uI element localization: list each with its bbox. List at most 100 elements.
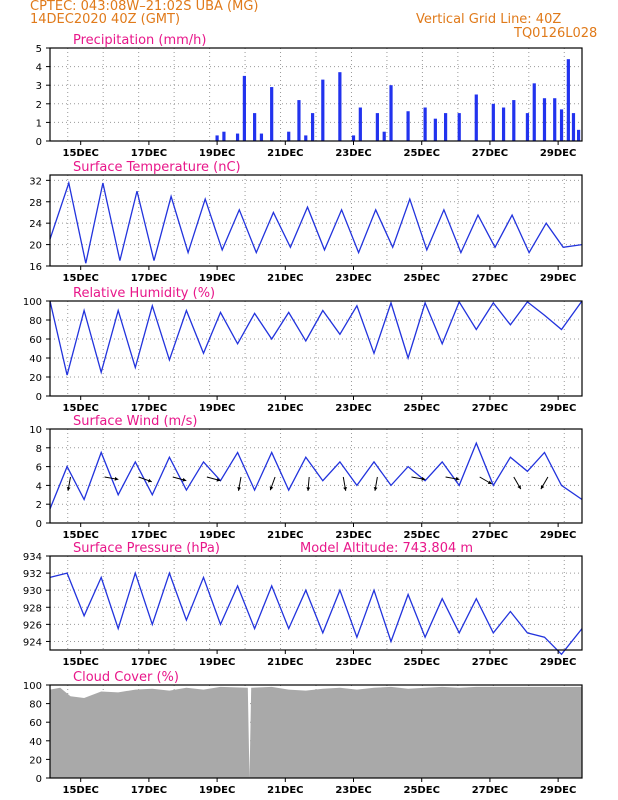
wind-arrow-head [114,476,119,481]
wind-arrow-head [487,480,492,484]
precip-bar [571,113,576,141]
y-tick-label: 60 [29,335,42,346]
precip-bar [235,133,240,141]
y-tick-label: 100 [23,681,42,692]
x-tick-label: 21DEC [267,785,303,796]
y-tick-label: 2 [36,100,42,111]
x-tick-label: 29DEC [540,785,576,796]
x-tick-label: 17DEC [131,530,167,541]
x-tick-label: 19DEC [199,403,235,414]
header-grid-line: Vertical Grid Line: 40Z [416,12,562,27]
y-tick-label: 928 [23,603,42,614]
x-tick-label: 23DEC [335,148,371,159]
y-tick-label: 4 [36,63,42,74]
x-tick-label: 15DEC [62,148,98,159]
x-tick-label: 19DEC [199,273,235,284]
x-tick-label: 29DEC [540,403,576,414]
precip-bar [576,129,581,141]
relative_humidity-frame [49,300,583,397]
precip-bar [532,83,536,141]
surface_temperature-frame [49,174,583,267]
precip-bar [253,113,257,141]
surface_pressure-title: Surface Pressure (hPa) [73,541,220,556]
precipitation-frame [49,47,583,142]
relative_humidity-line [49,300,583,376]
precip-bar [310,113,315,141]
y-tick-label: 0 [36,519,42,530]
x-tick-label: 27DEC [472,403,508,414]
x-tick-label: 17DEC [131,273,167,284]
x-tick-label: 29DEC [540,273,576,284]
y-tick-label: 924 [23,637,42,648]
precip-bar [389,85,393,141]
precip-bar [406,111,410,141]
x-tick-label: 25DEC [404,403,440,414]
surface_wind-frame [49,428,583,524]
wind-arrow-head [540,485,545,490]
wind-arrow-head [182,477,187,482]
x-tick-label: 21DEC [267,148,303,159]
x-tick-label: 23DEC [335,530,371,541]
surface_wind-panel: 0 2 4 6 8 10 15DEC 17DEC 19DEC 21DEC 23DEC 25DEC 27D… [29,414,583,541]
y-tick-label: 4 [36,481,42,492]
x-tick-label: 27DEC [472,530,508,541]
wind-arrow-head [373,487,378,491]
y-tick-label: 60 [29,718,42,729]
precip-bar [287,131,291,141]
x-tick-label: 25DEC [404,657,440,668]
x-tick-label: 23DEC [335,785,371,796]
x-tick-label: 23DEC [335,403,371,414]
y-tick-label: 10 [29,425,42,436]
x-tick-label: 27DEC [472,785,508,796]
precip-bar [474,94,478,141]
y-tick-label: 0 [36,137,42,148]
wind-arrow-head [269,486,274,491]
precip-bar [553,98,557,141]
y-tick-label: 926 [23,620,42,631]
x-tick-label: 29DEC [540,148,576,159]
x-tick-label: 21DEC [267,530,303,541]
x-tick-label: 19DEC [199,148,235,159]
surface_wind-title: Surface Wind (m/s) [73,414,197,429]
wind-arrow-head [306,487,311,491]
precip-bar [358,107,362,141]
precip-bar [559,109,564,141]
y-tick-label: 20 [29,373,42,384]
x-tick-label: 29DEC [540,530,576,541]
surface_temperature-line [49,180,583,264]
precip-bar [297,100,301,141]
y-tick-label: 24 [29,219,42,230]
y-tick-label: 16 [29,262,42,273]
precip-bar [525,113,530,141]
surface_temperature-title: Surface Temperature (nC) [73,160,241,175]
precip-bar [512,100,516,141]
precip-bar [321,79,325,141]
precip-bar [259,133,264,141]
precip-bar [222,131,226,141]
y-tick-label: 28 [29,198,42,209]
x-tick-label: 17DEC [131,657,167,668]
cloud_cover-title: Cloud Cover (%) [73,670,179,685]
precip-bar [215,135,219,141]
y-tick-label: 3 [36,81,42,92]
x-tick-label: 15DEC [62,785,98,796]
precip-bar [242,75,246,141]
precip-bar [351,135,356,141]
wind-arrow-head [455,476,460,481]
x-tick-label: 15DEC [62,403,98,414]
surface_pressure-frame [49,555,583,651]
y-tick-label: 5 [36,44,42,55]
x-tick-label: 17DEC [131,785,167,796]
wind-arrow-head [66,487,71,491]
header-model-id: TQ0126L028 [514,26,598,41]
x-tick-label: 25DEC [404,530,440,541]
precip-bar [270,87,274,141]
precip-bar [382,131,386,141]
wind-arrow-head [216,477,221,482]
y-tick-label: 100 [23,297,42,308]
precip-bar [457,113,461,141]
x-tick-label: 27DEC [472,657,508,668]
y-tick-label: 20 [29,241,42,252]
precip-bar [375,113,379,141]
y-tick-label: 40 [29,737,42,748]
